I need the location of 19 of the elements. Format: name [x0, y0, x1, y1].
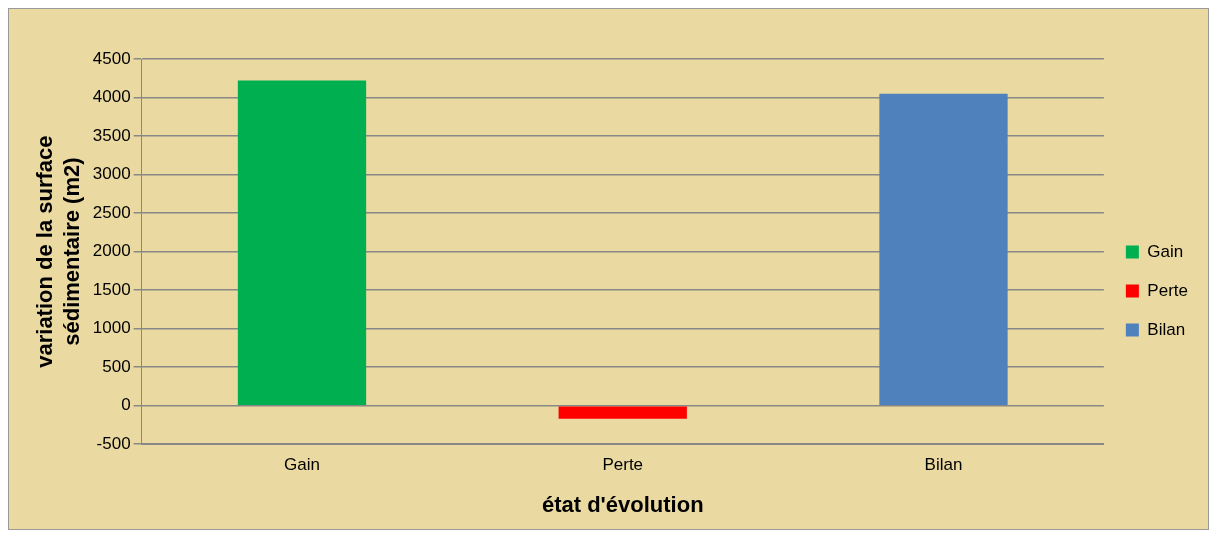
x-tick-label: Bilan	[924, 455, 963, 475]
legend-label: Gain	[1147, 241, 1184, 261]
legend-label: Bilan	[1147, 319, 1186, 339]
y-tick-label: 4000	[92, 87, 131, 107]
y-tick-label: 0	[121, 395, 131, 415]
legend-label: Perte	[1147, 280, 1189, 300]
x-tick-label: Gain	[284, 455, 320, 475]
x-tick-label: Perte	[602, 455, 644, 475]
y-axis-title: variation de la surface sédimentaire (m2)	[32, 135, 84, 368]
y-tick-label: 2500	[92, 202, 131, 222]
y-tick-label: 3500	[92, 125, 131, 145]
y-tick-label: 3000	[92, 164, 131, 184]
x-axis-title: état d'évolution	[541, 491, 704, 517]
y-tick-label: 500	[102, 356, 131, 376]
y-tick-label: 2000	[92, 241, 131, 261]
y-tick-label: 1500	[92, 279, 131, 299]
y-tick-label: 1000	[92, 318, 131, 338]
y-tick-label: 4500	[92, 48, 131, 68]
y-tick-label: -500	[96, 433, 131, 453]
